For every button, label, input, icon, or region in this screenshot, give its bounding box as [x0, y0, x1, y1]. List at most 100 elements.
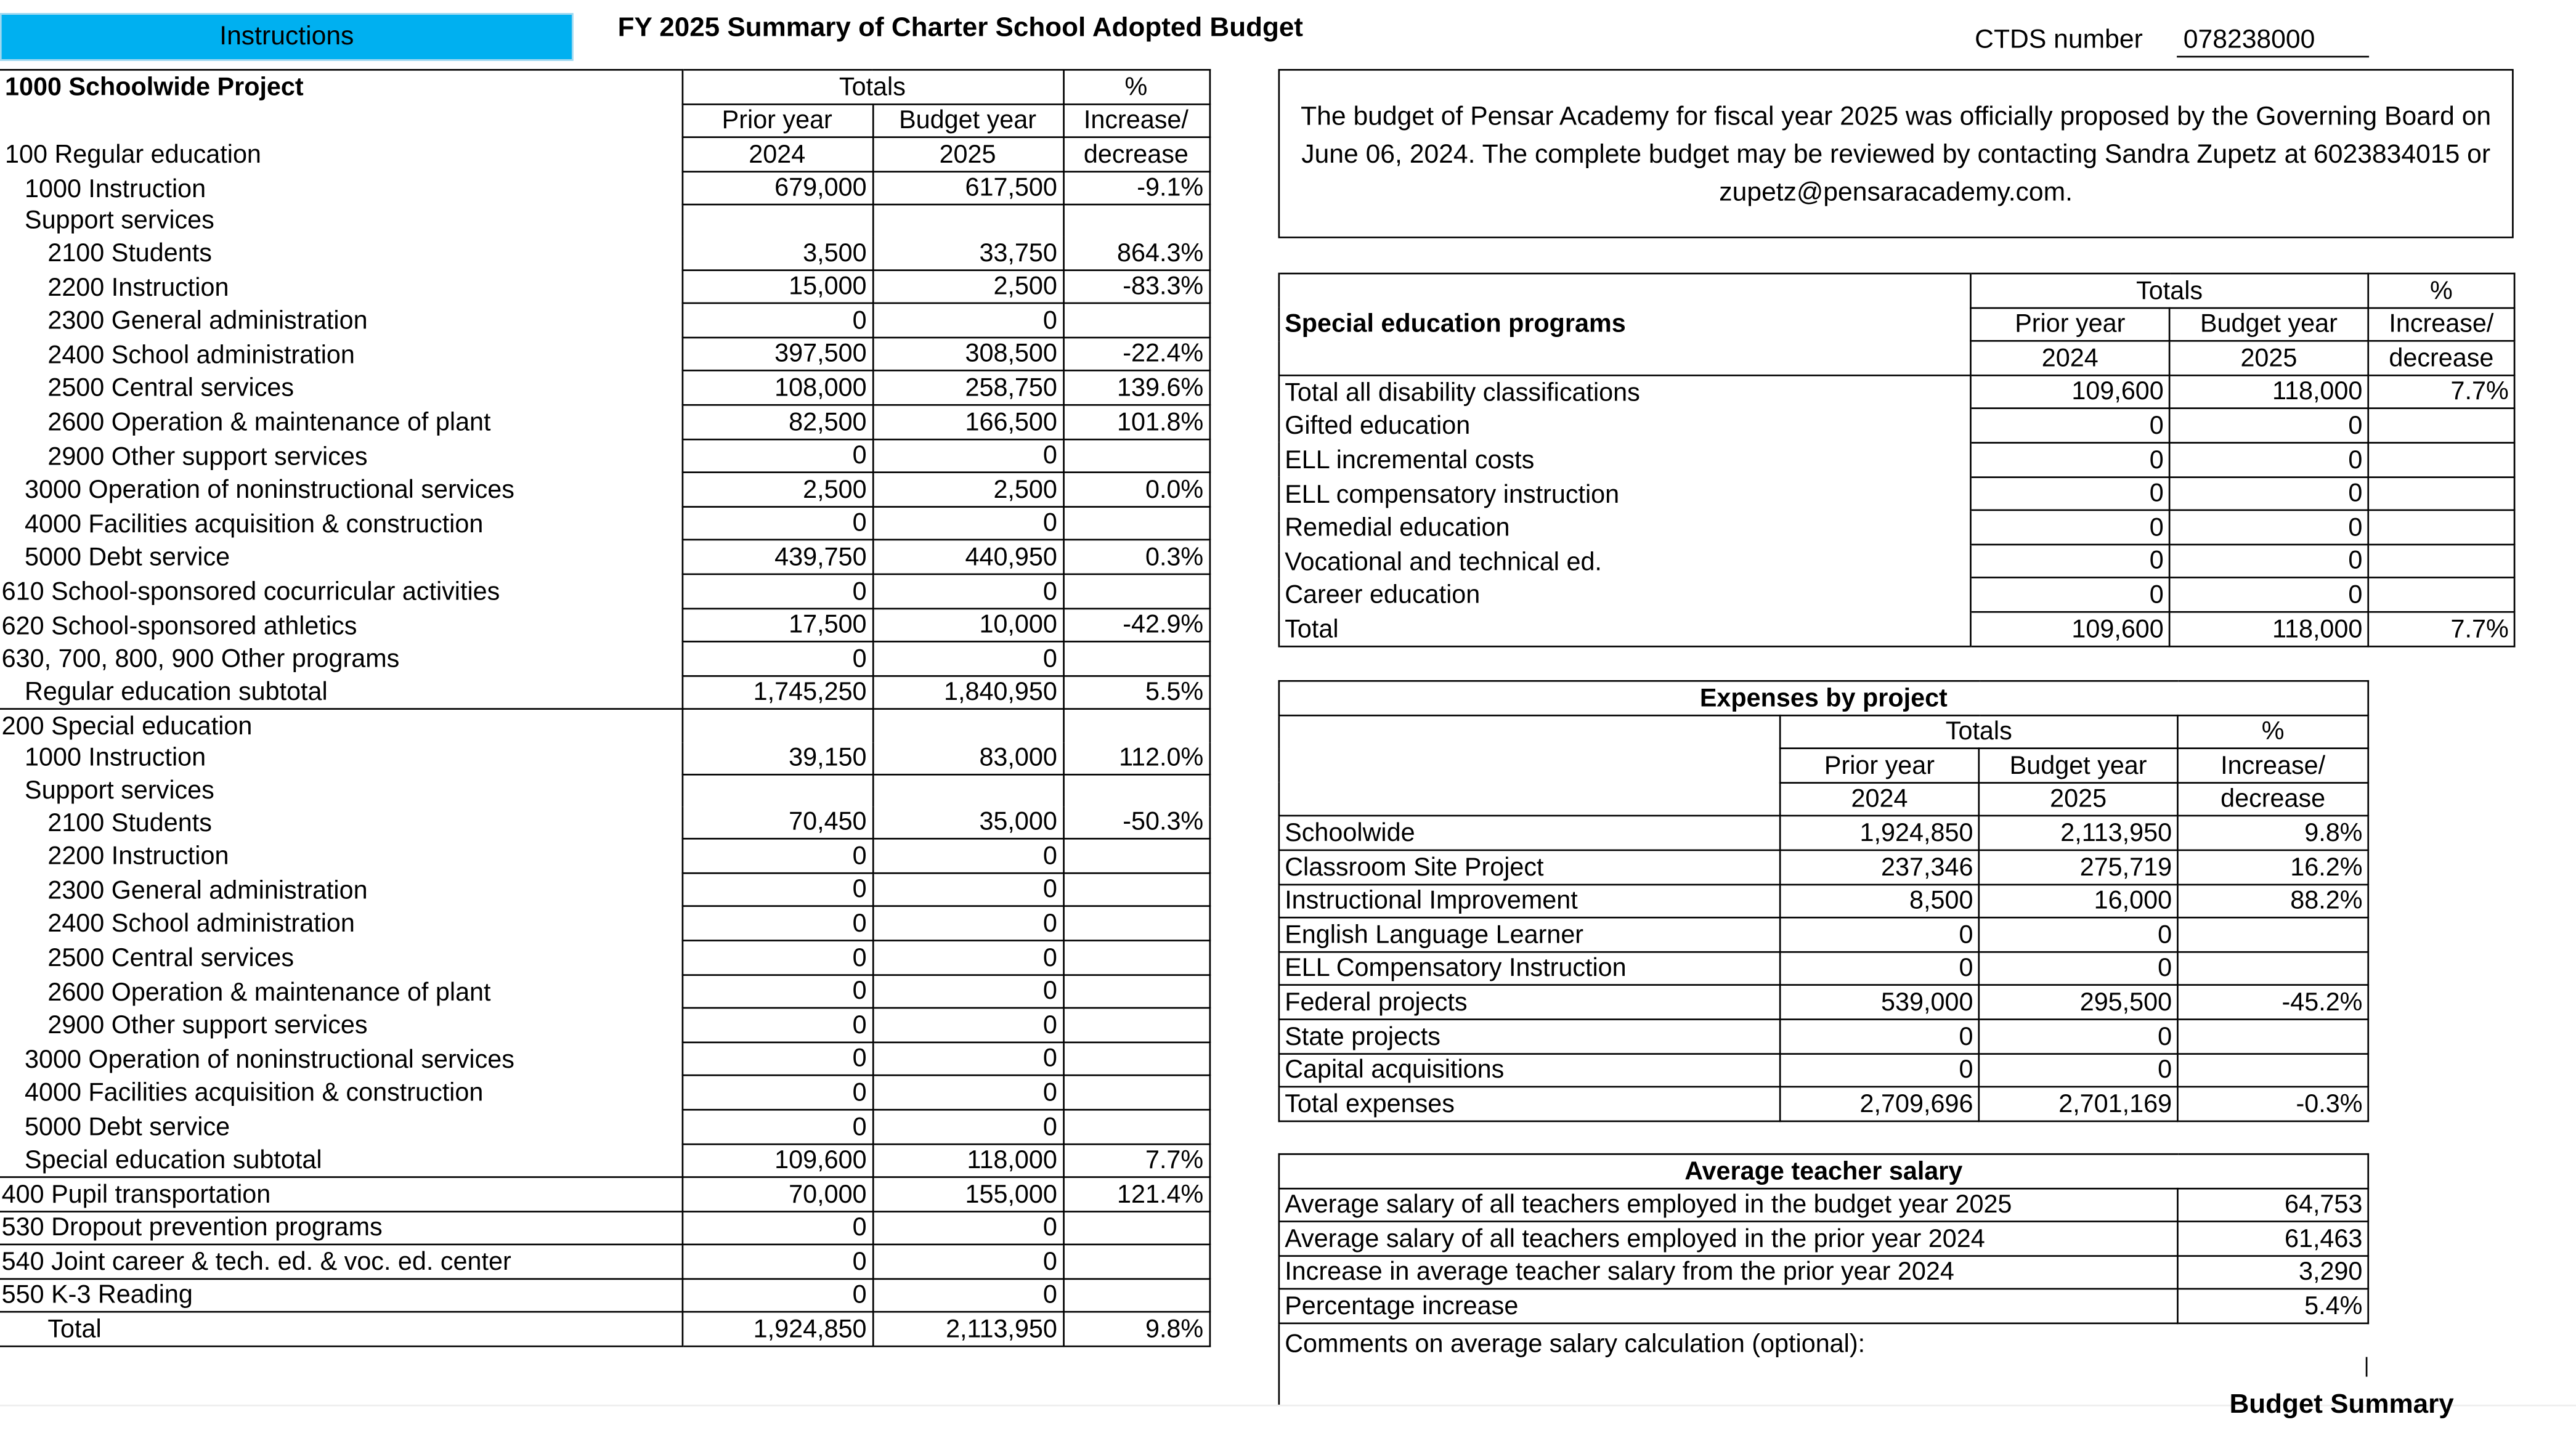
pct-header: % — [1062, 69, 1210, 105]
budget-year-value: 258,750 — [871, 370, 1064, 406]
budget-year-value: 0 — [871, 1074, 1064, 1111]
budget-year-value: 0 — [1978, 1052, 2179, 1088]
pct-change-value — [1062, 1108, 1210, 1145]
budget-year-value: 2,701,169 — [1978, 1086, 2179, 1122]
row-label: 4000 Facilities acquisition & constructi… — [24, 1079, 484, 1108]
prior-year-header: Prior year — [681, 102, 874, 139]
page-title: FY 2025 Summary of Charter School Adopte… — [617, 13, 1303, 43]
prior-year-value: 2,709,696 — [1779, 1086, 1980, 1122]
prior-year-value: 0 — [681, 573, 874, 609]
header-row: Prior year Budget year Increase/ — [1279, 306, 2516, 343]
pct-header: Increase/ — [2177, 747, 2370, 784]
budget-year-value: 308,500 — [871, 336, 1064, 372]
row-label: Federal projects — [1278, 985, 1781, 1020]
average-teacher-salary-table: Average teacher salary Average salary of … — [1278, 1153, 2370, 1325]
budget-year-value: 0 — [871, 1278, 1064, 1314]
budget-year-value: 0 — [871, 1108, 1064, 1145]
row-label: 3000 Operation of noninstructional servi… — [24, 1046, 514, 1074]
pct-change-value: 0.3% — [1062, 539, 1210, 575]
pct-change-value — [2367, 543, 2516, 579]
pct-change-value: 112.0% — [1062, 709, 1210, 776]
header-row: Prior year Budget year Increase/ — [0, 102, 1210, 139]
pct-change-value — [1062, 872, 1210, 908]
pct-change-value — [2367, 577, 2516, 613]
row-label: Vocational and technical ed. — [1278, 544, 1972, 579]
prior-year-value: 0 — [1779, 951, 1980, 986]
row-label: Remedial education — [1278, 510, 1972, 545]
header-row: 100 Regular education 2024 2025 decrease — [0, 136, 1210, 173]
budget-year-value: 2,500 — [871, 269, 1064, 304]
pct-header: Increase/ — [1062, 102, 1210, 139]
prior-year-value: 0 — [681, 1007, 874, 1043]
totals-header: Totals — [1970, 272, 2370, 309]
blank — [1278, 713, 1781, 818]
header-row: Prior year Budget year Increase/ — [1279, 747, 2370, 784]
row-label: 5000 Debt service — [24, 544, 230, 573]
prior-year-value: 82,500 — [681, 404, 874, 440]
table-row: Increase in average teacher salary from … — [1278, 1254, 2370, 1291]
pct-change-value — [1062, 437, 1210, 474]
budget-year-value: 440,950 — [871, 539, 1064, 575]
table-row: English Language Learner 0 0 — [1278, 917, 2370, 952]
table-row: 2200 Instruction 15,000 2,500 -83.3% — [0, 269, 1210, 304]
row-label: 530 Dropout prevention programs — [0, 1210, 682, 1245]
row-label: Support services — [24, 777, 214, 805]
budget-year-value: 0 — [2168, 476, 2370, 511]
pct-change-value: -42.9% — [1062, 607, 1210, 643]
budget-year-value: 33,750 — [871, 204, 1064, 270]
salary-comments-field[interactable]: Comments on average salary calculation (… — [1278, 1324, 2368, 1407]
salary-value: 64,753 — [2177, 1187, 2370, 1223]
pct-change-value: 139.6% — [1062, 370, 1210, 406]
ctds-number-field[interactable]: 078238000 — [2177, 26, 2370, 58]
budget-statement: The budget of Pensar Academy for fiscal … — [1278, 68, 2514, 238]
row-label: 540 Joint career & tech. ed. & voc. ed. … — [0, 1244, 682, 1279]
table-row: Special education subtotal 109,600 118,000… — [0, 1142, 1210, 1179]
pct-change-value: 101.8% — [1062, 404, 1210, 440]
table-row: 2100 Students — [0, 237, 1209, 269]
prior-year-value: 1,924,850 — [681, 1312, 874, 1347]
table-row: Instructional Improvement 8,500 16,000 88.2… — [1278, 883, 2370, 919]
table-row: Remedial education 0 0 — [1278, 510, 2516, 545]
budget-year-value: 0 — [871, 1244, 1064, 1280]
prior-year-value: 539,000 — [1779, 985, 1980, 1020]
row-label: 2900 Other support services — [47, 442, 368, 471]
budget-year-value: 0 — [871, 906, 1064, 941]
prior-year-value: 0 — [1970, 510, 2171, 545]
pct-change-value: 121.4% — [1062, 1176, 1210, 1212]
budget-year-value: 0 — [871, 973, 1064, 1009]
row-label: 3000 Operation of noninstructional servi… — [24, 476, 514, 505]
table-row: 5000 Debt service 0 0 — [0, 1108, 1210, 1145]
pct-change-value — [2367, 442, 2516, 477]
pct-change-value — [1062, 1244, 1210, 1280]
instructions-button[interactable]: Instructions — [0, 13, 574, 61]
budget-year-value: 0 — [871, 872, 1064, 908]
pct-change-value — [2367, 510, 2516, 545]
salary-value: 5.4% — [2177, 1288, 2370, 1325]
table-row: 1000 Instruction 679,000 617,500 -9.1% — [0, 170, 1210, 206]
row-label: 2600 Operation & maintenance of plant — [47, 978, 491, 1007]
table-row: 4000 Facilities acquisition & constructi… — [0, 505, 1210, 542]
row-label: ELL Compensatory Instruction — [1278, 951, 1781, 986]
table-row: Gifted education 0 0 — [1278, 408, 2516, 444]
row-label: 2500 Central services — [47, 375, 295, 404]
pct-change-value — [2367, 476, 2516, 511]
prior-year-value: 0 — [681, 838, 874, 874]
row-label: 2100 Students — [47, 240, 212, 268]
row-label: Gifted education — [1278, 408, 1972, 443]
pct-change-value — [1062, 1007, 1210, 1043]
prior-year-value: 0 — [681, 906, 874, 941]
table-row: 2900 Other support services 0 0 — [0, 1007, 1210, 1043]
budget-year-value: 0 — [871, 838, 1064, 874]
row-label: 2300 General administration — [47, 307, 368, 336]
prior-year-value: 0 — [681, 1278, 874, 1314]
table-row: Support services 70,450 35,000 -50.3% — [0, 773, 1210, 840]
pct-change-value: 7.7% — [1062, 1142, 1210, 1179]
table-row: Capital acquisitions 0 0 — [1278, 1052, 2370, 1088]
prior-year-header: 2024 — [1970, 340, 2171, 376]
pct-change-value: -83.3% — [1062, 269, 1210, 304]
row-label: Career education — [1278, 578, 1972, 612]
header-row: Special education programs Totals% — [1278, 272, 2516, 376]
table-row: Total expenses 2,709,696 2,701,169 -0.3% — [1278, 1086, 2370, 1122]
sheet-tab-label: Budget Summary — [2229, 1389, 2454, 1420]
table-row: 2100 Students — [0, 806, 1209, 839]
